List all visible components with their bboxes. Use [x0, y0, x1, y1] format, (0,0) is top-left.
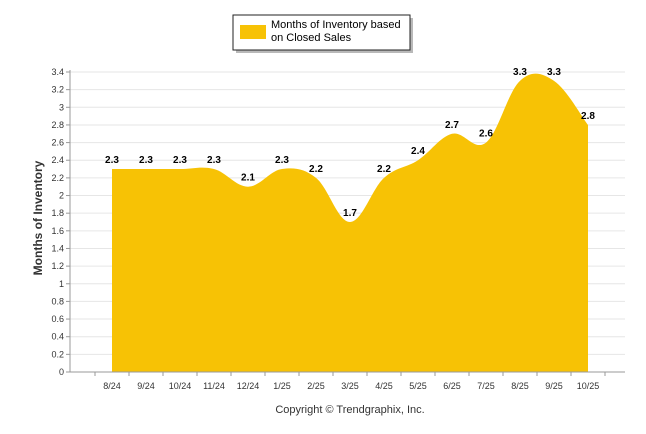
data-label: 1.7 — [343, 208, 357, 219]
y-tick-label: 2.2 — [51, 173, 64, 183]
y-tick-label: 3.4 — [51, 67, 64, 77]
y-tick-label: 2.6 — [51, 138, 64, 148]
legend-label-line-2: on Closed Sales — [271, 32, 352, 44]
data-label: 2.8 — [581, 111, 595, 122]
y-tick-label: 0.6 — [51, 314, 64, 324]
data-label: 3.3 — [547, 67, 561, 78]
y-tick-label: 1.4 — [51, 243, 64, 253]
series-area — [112, 73, 588, 372]
x-tick-label: 1/25 — [273, 381, 291, 391]
x-tick-label: 8/24 — [103, 381, 121, 391]
x-tick-label: 9/25 — [545, 381, 563, 391]
data-label: 2.1 — [241, 173, 255, 184]
x-tick-label: 12/24 — [237, 381, 260, 391]
legend: Months of Inventory based on Closed Sale… — [232, 14, 413, 53]
y-tick-label: 0.4 — [51, 332, 64, 342]
x-tick-label: 11/24 — [203, 381, 225, 391]
x-tick-label: 4/25 — [375, 381, 393, 391]
x-tick-label: 2/25 — [307, 381, 325, 391]
x-tick-label: 5/25 — [409, 381, 427, 391]
data-label: 2.4 — [411, 146, 425, 157]
y-tick-label: 1.8 — [51, 208, 64, 218]
y-tick-label: 0.2 — [51, 349, 64, 359]
data-label: 2.2 — [309, 164, 323, 175]
area-series — [112, 73, 588, 372]
y-tick-label: 0 — [59, 367, 64, 377]
data-label: 2.6 — [479, 129, 493, 140]
y-tick-label: 0.8 — [51, 296, 64, 306]
data-label: 2.3 — [275, 155, 289, 166]
data-label: 2.3 — [173, 155, 187, 166]
x-axis-ticks: 8/24 9/24 10/24 11/24 12/24 1/25 2/25 3/25 4/25 5… — [94, 372, 606, 391]
y-tick-label: 2.8 — [51, 120, 64, 130]
x-tick-label: 7/25 — [477, 381, 495, 391]
x-tick-label: 10/25 — [577, 381, 600, 391]
data-label: 2.3 — [207, 155, 221, 166]
legend-label-line-1: Months of Inventory based — [271, 19, 401, 31]
x-tick-label: 6/25 — [443, 381, 461, 391]
x-tick-label: 10/24 — [169, 381, 192, 391]
x-tick-label: 8/25 — [511, 381, 529, 391]
y-tick-label: 1.2 — [51, 261, 64, 271]
data-label: 2.2 — [377, 164, 391, 175]
data-label: 3.3 — [513, 67, 527, 78]
legend-swatch — [240, 25, 266, 39]
y-axis-ticks: 0 0.2 0.4 0.6 0.8 1 1.2 1.4 1.6 1.8 2 2.2 2.4 2.6 2.8 3… — [51, 67, 70, 377]
y-tick-label: 1.6 — [51, 226, 64, 236]
y-tick-label: 2 — [59, 191, 64, 201]
x-tick-label: 3/25 — [341, 381, 359, 391]
y-tick-label: 3 — [59, 102, 64, 112]
y-tick-label: 3.2 — [51, 85, 64, 95]
data-label: 2.3 — [139, 155, 153, 166]
data-label: 2.7 — [445, 120, 459, 131]
y-tick-label: 2.4 — [51, 155, 64, 165]
copyright-footer: Copyright © Trendgraphix, Inc. — [275, 404, 424, 416]
data-label: 2.3 — [105, 155, 119, 166]
y-axis-title: Months of Inventory — [31, 160, 45, 275]
data-labels: 2.3 2.3 2.3 2.3 2.1 2.3 2.2 1.7 2.2 2.4 2.7 2.6 3.3 3… — [105, 67, 595, 219]
y-tick-label: 1 — [59, 279, 64, 289]
x-tick-label: 9/24 — [137, 381, 155, 391]
